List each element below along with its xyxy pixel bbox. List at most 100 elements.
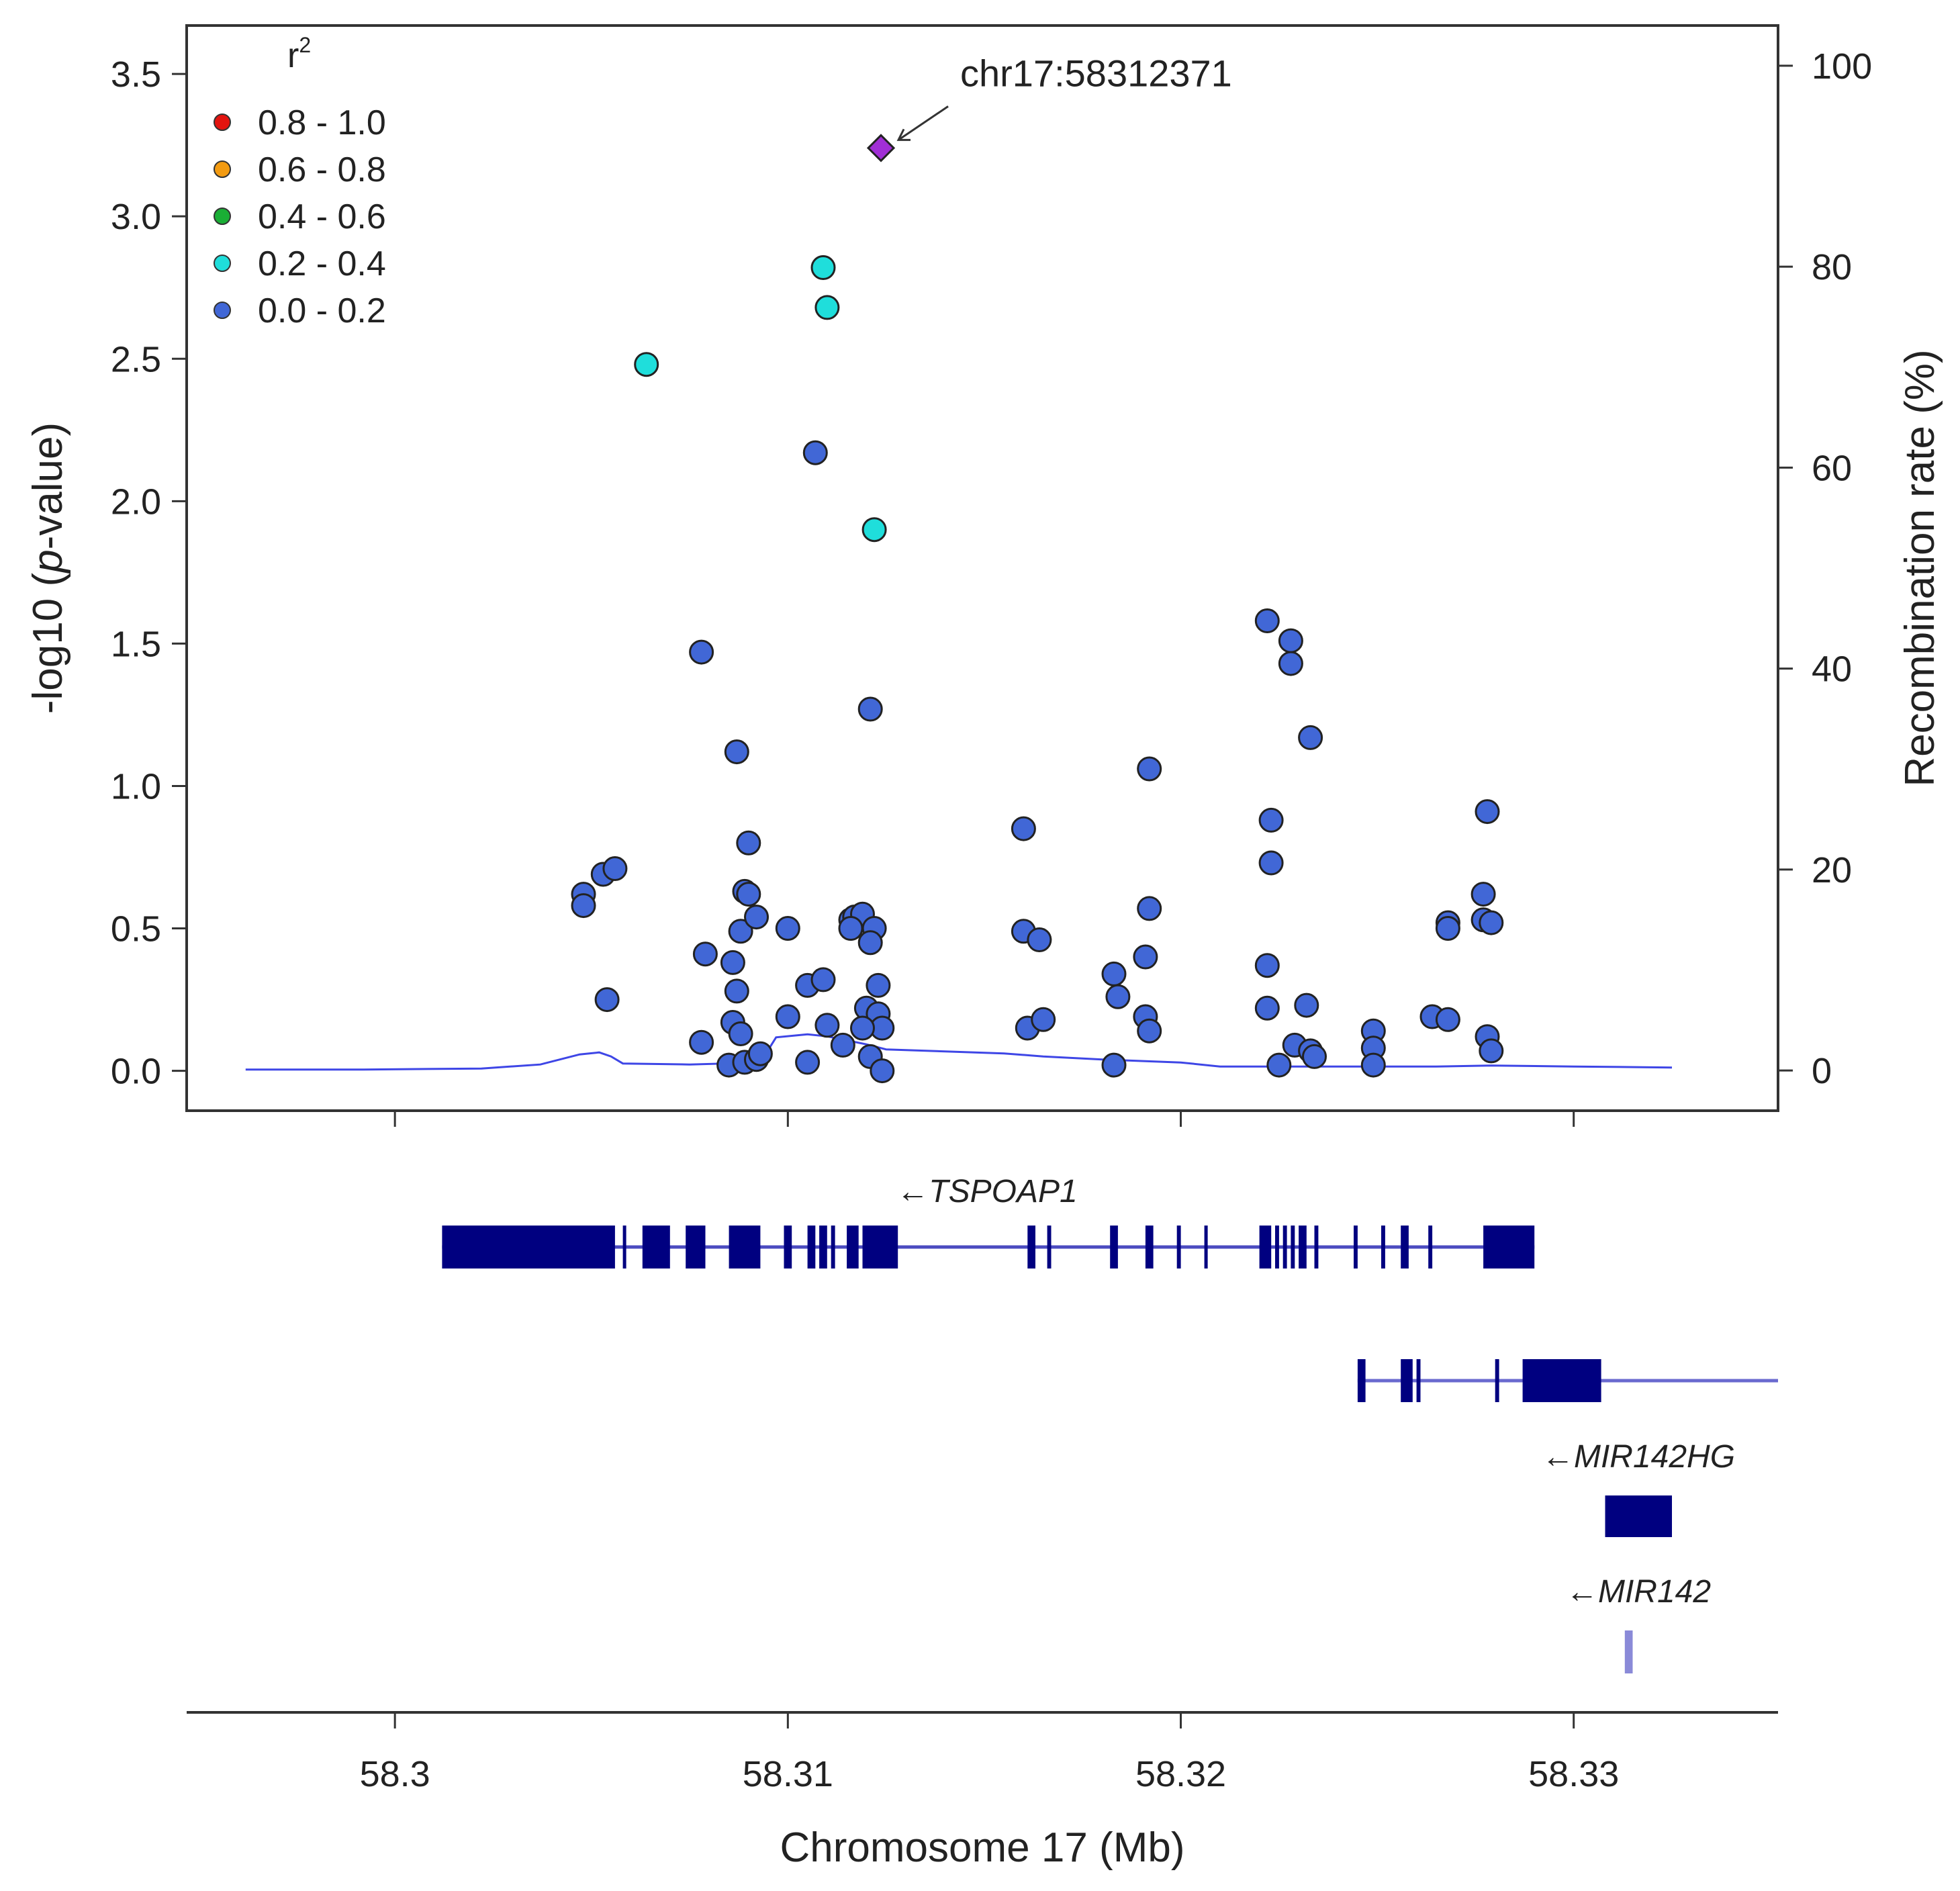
snp-point [689,639,714,665]
y-tick-label: 3.5 [111,54,161,95]
legend-swatch [214,113,231,131]
recombination-rate-line [245,1033,1673,1071]
snp-point [1101,961,1127,986]
y2-tick-label: 0 [1812,1051,1832,1091]
snp-point [830,1032,855,1058]
lead-snp-point [866,134,896,163]
snp-point [814,1013,840,1038]
snp-point [1254,995,1280,1021]
snp-point [728,919,753,944]
snp-point [810,255,836,280]
gene-exon [1381,1226,1385,1269]
gene-exon [442,1226,615,1269]
gene-exon [1416,1359,1421,1402]
y2-tick-label: 100 [1812,46,1872,87]
gene-label: ←MIR142 [1566,1574,1711,1610]
y-axis-title: -log10 (p-value) [25,422,71,714]
legend-label: 0.4 - 0.6 [258,197,386,236]
snp-point [1133,944,1158,970]
gene-exon [1110,1226,1118,1269]
snp-point [571,893,596,919]
y-tick-label: 3.0 [111,197,161,237]
snp-point [814,295,840,320]
snp-point [1298,725,1323,750]
snp-point [602,856,628,881]
plot-frame [185,24,1779,1112]
x-axis-title: Chromosome 17 (Mb) [780,1825,1185,1871]
snp-point [1435,1007,1460,1032]
gene-exon [1495,1359,1499,1402]
y-tick-label: 2.5 [111,339,161,379]
gene-exon [1204,1226,1208,1269]
snp-point [1471,882,1496,907]
gene-exon [1275,1226,1279,1269]
legend-swatch [214,302,231,319]
snp-point [857,930,883,956]
recombination-rate-layer [245,1033,1673,1071]
y2-tick-label: 80 [1812,247,1852,287]
legend-label: 0.6 - 0.8 [258,150,386,189]
gene-exon [847,1226,859,1269]
gene-exon [1483,1226,1535,1269]
gene-exon [1605,1495,1672,1537]
snp-point [775,916,800,941]
snp-point [689,1029,714,1055]
x-tick-label: 58.3 [360,1754,430,1794]
legend-label: 0.0 - 0.2 [258,291,386,330]
snp-point [1137,896,1162,921]
y-tick-label: 2.0 [111,481,161,522]
gene-exon [1299,1226,1307,1269]
y-tick-label: 1.0 [111,766,161,806]
y-tick-label: 0.5 [111,909,161,950]
snp-point [736,830,761,856]
snp-point [1435,916,1460,941]
snp-point [747,1041,773,1066]
snp-point [1254,953,1280,978]
gene-exon [622,1226,626,1269]
gene-exon [1624,1630,1633,1673]
gene-exon [831,1226,835,1269]
snp-point [1360,1052,1386,1078]
snp-point [1278,628,1303,653]
gene-track: ←TSPOAP1 ←MIR142HG ←MIR142 [442,1174,1778,1673]
y2-tick-label: 60 [1812,448,1852,488]
gene-exon [1401,1359,1413,1402]
snp-point [1302,1044,1327,1069]
snp-point [1254,608,1280,633]
snp-point [775,1004,800,1029]
gene-exon [642,1226,670,1269]
snp-point [857,696,883,722]
snp-point [724,978,749,1004]
lead-snp-arrow [898,105,949,141]
x-tick-label: 58.31 [743,1754,833,1794]
x-tick-label: 58.33 [1528,1754,1619,1794]
gene-exon [784,1226,792,1269]
lead-snp-arrowhead [896,128,911,141]
snp-point [692,941,718,967]
gene-exon [819,1226,827,1269]
gene-exon [1282,1226,1287,1269]
gene-exon [1428,1226,1433,1269]
snp-point [1258,850,1284,876]
y2-tick-label: 40 [1812,649,1852,690]
snp-point [838,916,864,941]
snp-point [736,882,761,907]
legend-label: 0.2 - 0.4 [258,244,386,283]
snp-point [724,739,749,765]
legend-title-sup: 2 [299,33,311,57]
gene-exon [1259,1226,1272,1269]
snp-point [720,950,745,975]
lead-snp-label: chr17:58312371 [960,52,1232,94]
snp-point [1479,1038,1504,1064]
y2-axis-title: Recombination rate (%) [1897,349,1943,786]
legend-label: 0.8 - 1.0 [258,103,386,142]
snp-point [1101,1052,1127,1078]
gene-exon [686,1226,706,1269]
snp-point [866,972,891,998]
gene-exon [1047,1226,1052,1269]
snp-point [594,987,620,1013]
gene-exon [1522,1359,1601,1402]
gene-exon [729,1226,761,1269]
gene-exon [1176,1226,1181,1269]
